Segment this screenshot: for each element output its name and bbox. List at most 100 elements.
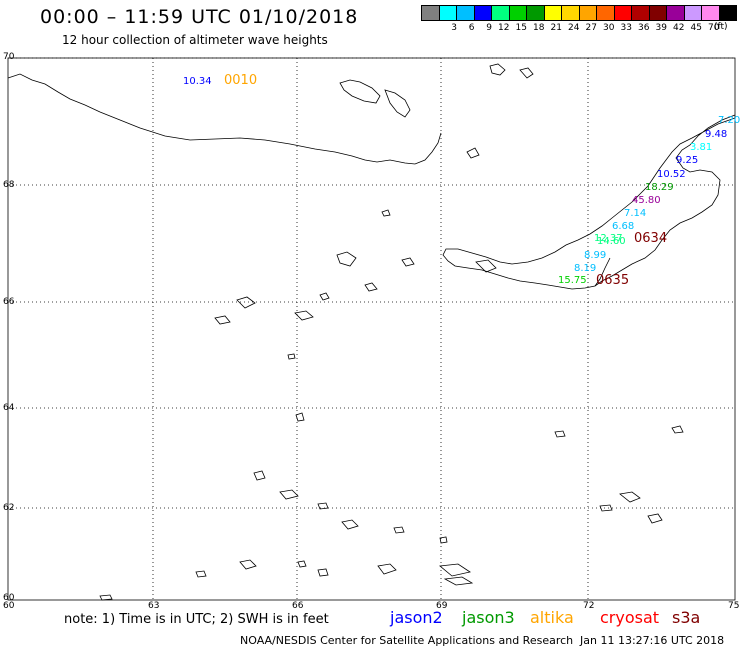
island-ac [297, 560, 307, 568]
altimeter-observations: 10.34 0010 7.20 9.48 3.81 9.25 10.52 18.29 45.80… [183, 73, 740, 288]
wave-height-label: 6.68 [612, 221, 634, 232]
satellite-altika: altika [530, 608, 574, 627]
island-o [287, 353, 296, 360]
wave-height-label: 9.25 [676, 155, 698, 166]
scale-bin: 27 [578, 5, 597, 33]
wave-height-label: 14.60 [597, 236, 626, 247]
island-ai [195, 570, 207, 578]
credit-line: NOAA/NESDIS Center for Satellite Applica… [240, 634, 574, 647]
wave-height-label: 12.37 [594, 233, 623, 244]
scale-label: 27 [585, 23, 597, 33]
longitude-label: 66 [292, 601, 304, 611]
scale-label: 15 [515, 23, 527, 33]
wave-height-label: 10.34 [183, 76, 212, 87]
island-m [214, 315, 231, 325]
satellite-jason3: jason3 [462, 608, 515, 627]
wave-height-label: 8.19 [574, 263, 596, 274]
scale-bin: 12 [491, 5, 510, 33]
page-title: 00:00 – 11:59 UTC 01/10/2018 [40, 6, 359, 28]
island-l [294, 310, 314, 321]
scale-label: 3 [451, 23, 457, 33]
color-scale: 3 6 9 12 15 18 21 24 27 30 33 36 39 42 45 70 [421, 5, 737, 33]
wave-height-label: 0635 [596, 273, 629, 288]
island-v [619, 491, 641, 503]
island-i [401, 257, 415, 267]
island-r [671, 425, 684, 434]
island-ab [239, 559, 257, 570]
wave-height-label: 45.80 [632, 195, 661, 206]
island-b [384, 89, 411, 118]
island-c [489, 63, 506, 76]
scale-label: 70 [708, 23, 720, 33]
island-ad [317, 568, 329, 577]
scale-bin: 30 [596, 5, 615, 33]
wave-height-label: 7.20 [718, 115, 740, 126]
scale-label: 21 [550, 23, 562, 33]
island-n [319, 292, 330, 301]
island-f [381, 209, 391, 217]
scale-label: 18 [533, 23, 545, 33]
scale-label: 36 [638, 23, 650, 33]
wave-height-label: 15.75 [558, 275, 587, 286]
wave-height-label: 9.48 [705, 129, 727, 140]
scale-bin: 70 [701, 5, 720, 33]
island-ah [99, 594, 113, 601]
page-subtitle: 12 hour collection of altimeter wave hei… [62, 33, 328, 47]
longitude-label: 63 [148, 601, 160, 611]
scale-bin: 45 [683, 5, 702, 33]
scale-unit: (ft) [714, 22, 728, 32]
island-t [279, 489, 299, 500]
scale-bin [718, 5, 737, 33]
latitude-label: 70 [3, 52, 15, 62]
island-y [341, 519, 359, 530]
wave-height-label: 3.81 [690, 142, 712, 153]
island-z [393, 526, 405, 534]
footer-note: note: 1) Time is in UTC; 2) SWH is in fe… [64, 612, 329, 627]
island-ag [443, 576, 474, 586]
satellite-cryosat: cryosat [600, 608, 660, 627]
map-frame [7, 57, 736, 601]
latitude-label: 60 [3, 593, 15, 603]
wave-height-label: 18.29 [645, 182, 674, 193]
longitude-label: 60 [3, 601, 15, 611]
island-u [317, 502, 329, 510]
longitude-label: 69 [436, 601, 448, 611]
scale-label: 45 [690, 23, 702, 33]
timestamp: Jan 11 13:27:16 UTC 2018 [580, 634, 725, 647]
island-ae [377, 563, 397, 575]
island-x [599, 504, 613, 512]
longitude-label: 72 [583, 601, 595, 611]
island-e [466, 147, 480, 159]
scale-label: 6 [468, 23, 475, 33]
island-g [336, 251, 357, 267]
ob-bay-coast [594, 257, 611, 287]
island-w [647, 513, 663, 524]
lat-lon-grid [8, 57, 735, 600]
scale-swatch [718, 5, 737, 21]
yamal-north-coast [7, 73, 442, 165]
island-j [475, 259, 497, 273]
island-af [439, 563, 472, 577]
wave-height-label: 10.52 [657, 169, 686, 180]
scale-label: 12 [498, 23, 510, 33]
scale-bin: 24 [561, 5, 580, 33]
island-q [554, 430, 566, 438]
wave-height-label: 7.14 [624, 208, 646, 219]
island-aa [439, 536, 448, 544]
island-a [339, 79, 381, 104]
latitude-label: 66 [3, 297, 15, 307]
scale-label: 33 [620, 23, 632, 33]
longitude-label: 75 [728, 601, 740, 611]
latitude-label: 62 [3, 503, 15, 513]
island-k [236, 296, 256, 309]
island-h [364, 282, 378, 292]
island-p [295, 412, 305, 422]
wave-height-label: 8.99 [584, 250, 606, 261]
coastline [7, 63, 736, 601]
wave-height-label: 0634 [634, 231, 667, 246]
scale-label: 9 [486, 23, 492, 33]
island-s [253, 470, 266, 481]
gydan-coast [442, 114, 736, 290]
scale-label: 42 [673, 23, 685, 33]
